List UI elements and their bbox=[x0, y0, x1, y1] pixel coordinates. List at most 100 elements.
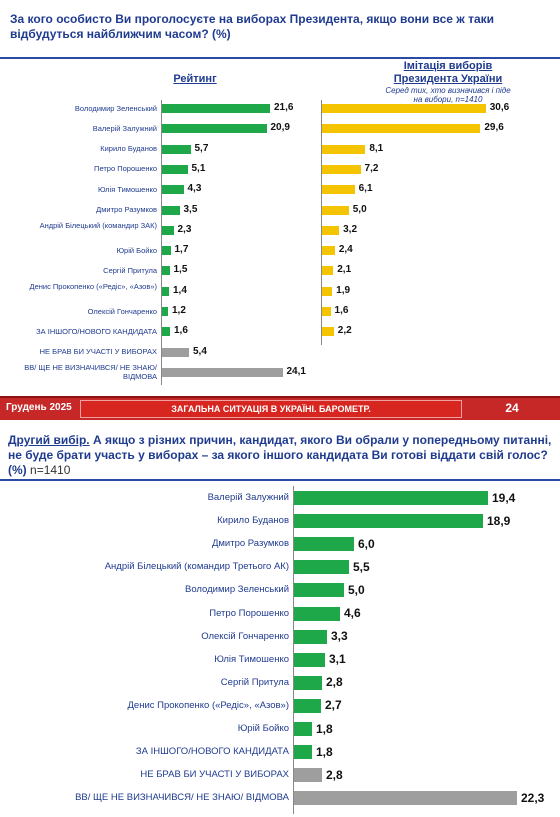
category-label: Валерій Залужний bbox=[92, 123, 157, 133]
value-label: 5,5 bbox=[353, 559, 370, 574]
category-label: Олексій Гончаренко bbox=[201, 630, 289, 642]
category-label: ВВ/ ЩЕ НЕ ВИЗНАЧИВСЯ/ НЕ ЗНАЮ/ ВІДМОВА bbox=[75, 792, 289, 804]
bar bbox=[162, 124, 267, 134]
bar bbox=[162, 347, 189, 357]
bar bbox=[294, 745, 312, 760]
question2-rest: А якщо з різних причин, кандидат, якого … bbox=[8, 433, 552, 477]
bar bbox=[162, 246, 171, 256]
question2-text: Другий вибір. А якщо з різних причин, ка… bbox=[8, 433, 553, 478]
axis-line-rating bbox=[161, 100, 162, 385]
bar bbox=[162, 266, 170, 276]
bar bbox=[322, 104, 486, 113]
value-label: 2,1 bbox=[337, 264, 352, 276]
bar bbox=[294, 652, 325, 667]
bar bbox=[322, 185, 355, 195]
bar bbox=[294, 491, 488, 505]
value-label: 5,0 bbox=[352, 203, 367, 215]
value-label: 4,6 bbox=[344, 606, 361, 620]
bar bbox=[162, 367, 283, 377]
bar bbox=[322, 246, 335, 256]
value-label: 20,9 bbox=[270, 122, 290, 134]
category-label: Денис Прокопенко («Редіс», «Азов») bbox=[127, 699, 289, 711]
value-label: 2,2 bbox=[337, 325, 352, 337]
category-label: Петро Порошенко bbox=[94, 164, 157, 174]
value-label: 1,7 bbox=[174, 244, 189, 256]
value-label: 18,9 bbox=[487, 513, 511, 528]
footer-bar: Грудень 2025 ЗАГАЛЬНА СИТУАЦІЯ В УКРАЇНІ… bbox=[0, 396, 560, 420]
bar bbox=[322, 205, 349, 215]
bar bbox=[294, 629, 327, 644]
category-label: ЗА ІНШОГО/НОВОГО КАНДИДАТА bbox=[36, 326, 157, 336]
header-divider-2 bbox=[0, 479, 560, 481]
value-label: 1,8 bbox=[316, 744, 333, 759]
value-label: 6,1 bbox=[358, 183, 373, 195]
bar bbox=[162, 104, 270, 113]
bar bbox=[322, 286, 333, 296]
value-label: 7,2 bbox=[364, 162, 379, 174]
bar bbox=[294, 675, 322, 690]
bar bbox=[294, 537, 354, 552]
category-label: Андрій Білецький (командир Третього АК) bbox=[104, 561, 289, 573]
value-label: 3,3 bbox=[331, 629, 348, 644]
value-label: 21,6 bbox=[274, 102, 294, 113]
value-label: 1,6 bbox=[334, 305, 349, 316]
category-label: Володимир Зеленський bbox=[74, 103, 157, 113]
bar bbox=[294, 514, 483, 529]
value-label: 5,1 bbox=[191, 162, 206, 174]
category-label: Юлія Тимошенко bbox=[214, 653, 289, 665]
category-label: ВВ/ ЩЕ НЕ ВИЗНАЧИВСЯ/ НЕ ЗНАЮ/ ВІДМОВА bbox=[24, 362, 157, 381]
page-number: 24 bbox=[505, 401, 519, 415]
bar bbox=[162, 307, 168, 316]
value-label: 5,0 bbox=[348, 582, 365, 597]
bar bbox=[294, 768, 322, 783]
question2-n: n=1410 bbox=[30, 463, 71, 477]
category-label: Олексій Гончаренко bbox=[87, 306, 157, 316]
value-label: 6,0 bbox=[358, 536, 375, 551]
bar bbox=[162, 185, 184, 195]
bar bbox=[162, 286, 169, 296]
category-label: Петро Порошенко bbox=[209, 607, 289, 619]
bar bbox=[294, 606, 340, 621]
bar bbox=[162, 327, 170, 337]
slide-rating: За кого особисто Ви проголосуєте на вибо… bbox=[0, 0, 560, 397]
bar bbox=[322, 144, 366, 154]
category-label: НЕ БРАВ БИ УЧАСТІ У ВИБОРАХ bbox=[39, 347, 157, 357]
bar bbox=[322, 327, 334, 337]
value-label: 5,4 bbox=[193, 345, 207, 357]
value-label: 2,7 bbox=[325, 698, 342, 713]
category-label: Сергій Притула bbox=[220, 676, 289, 688]
category-label: Андрій Білецький (командир ЗАК) bbox=[39, 220, 157, 230]
value-label: 1,6 bbox=[174, 325, 188, 337]
value-label: 22,3 bbox=[521, 790, 545, 805]
axis-line-imitation bbox=[321, 100, 322, 345]
value-label: 30,6 bbox=[489, 102, 510, 113]
category-label: Денис Прокопенко («Редіс», «Азов») bbox=[29, 281, 157, 291]
value-label: 1,4 bbox=[173, 284, 187, 296]
category-label: Кирило Буданов bbox=[217, 515, 289, 527]
value-label: 1,5 bbox=[173, 264, 188, 276]
bar bbox=[162, 225, 174, 235]
value-label: 1,9 bbox=[336, 284, 351, 296]
value-label: 24,1 bbox=[286, 365, 306, 377]
bar bbox=[162, 144, 191, 154]
category-label: Дмитро Разумков bbox=[211, 538, 289, 550]
bar bbox=[294, 722, 312, 736]
value-label: 2,3 bbox=[177, 223, 192, 235]
category-label: НЕ БРАВ БИ УЧАСТІ У ВИБОРАХ bbox=[140, 769, 289, 781]
value-label: 2,8 bbox=[326, 675, 343, 690]
value-label: 1,2 bbox=[172, 305, 186, 316]
bar bbox=[322, 307, 331, 316]
value-label: 8,1 bbox=[369, 142, 384, 154]
category-label: Юлія Тимошенко bbox=[97, 184, 157, 194]
value-label: 2,4 bbox=[338, 244, 353, 256]
col-subtitle-imitation: Серед тих, хто визначився і піде на вибо… bbox=[385, 86, 511, 104]
bar bbox=[162, 164, 188, 174]
axis-line-second bbox=[293, 486, 294, 814]
bar bbox=[294, 698, 321, 713]
footer-title: ЗАГАЛЬНА СИТУАЦІЯ В УКРАЇНІ. БАРОМЕТР. bbox=[80, 400, 462, 418]
bar bbox=[294, 583, 344, 598]
question2-highlight: Другий вибір. bbox=[8, 433, 90, 447]
category-label: Володимир Зеленський bbox=[185, 584, 289, 596]
category-label: Сергій Притула bbox=[103, 265, 157, 275]
header-divider bbox=[0, 57, 560, 59]
